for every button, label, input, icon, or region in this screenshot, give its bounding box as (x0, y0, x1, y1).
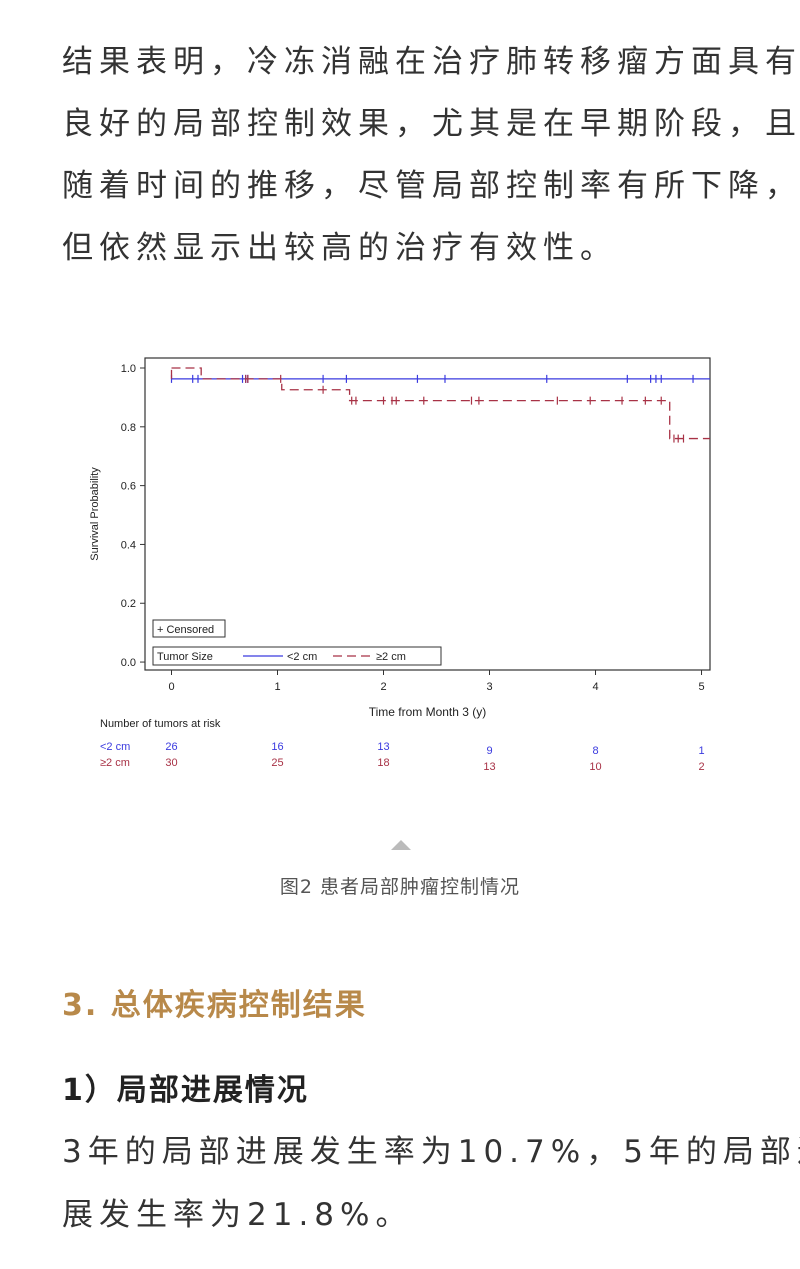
caption-arrow-icon (391, 840, 411, 850)
intro-line: 结果表明，冷冻消融在治疗肺转移瘤方面具有 (62, 44, 800, 80)
risk-count: 2 (698, 761, 704, 773)
x-tick-label: 3 (486, 681, 492, 693)
intro-line: 但依然显示出较高的治疗有效性。 (62, 230, 617, 266)
risk-count: 1 (698, 745, 704, 757)
tumor-size-legend-box (152, 646, 442, 666)
y-tick-label: 1.0 (121, 363, 136, 375)
risk-count: 9 (486, 745, 492, 757)
x-tick-label: 1 (274, 681, 280, 693)
section-line: 3年的局部进展发生率为10.7%，5年的局部进 (62, 1134, 800, 1170)
risk-row-label: ≥2 cm (100, 757, 130, 769)
km-curve-ge2cm (170, 367, 710, 440)
y-tick-label: 0.2 (121, 598, 136, 610)
risk-count: 26 (165, 741, 177, 753)
censored-legend-box (152, 619, 226, 638)
x-tick-label: 2 (380, 681, 386, 693)
x-tick-label: 4 (592, 681, 598, 693)
y-axis-label: Survival Probability (89, 467, 101, 561)
y-tick-label: 0.0 (121, 657, 136, 669)
risk-count: 16 (271, 741, 283, 753)
risk-row-label: <2 cm (100, 741, 130, 753)
x-tick-label: 0 (168, 681, 174, 693)
intro-line: 良好的局部控制效果，尤其是在早期阶段，且 (62, 106, 800, 142)
x-axis-label: Time from Month 3 (y) (369, 705, 487, 719)
risk-count: 13 (377, 741, 389, 753)
section-subheading: 1）局部进展情况 (62, 1073, 309, 1108)
figure-caption: 图2 患者局部肿瘤控制情况 (279, 876, 521, 898)
section-line: 展发生率为21.8%。 (62, 1197, 413, 1233)
survival-chart: 0.0 0.2 0.4 0.6 0.8 1.0 0 1 2 3 4 5 Time from Month … (89, 357, 711, 773)
legend-title: Tumor Size (157, 651, 213, 663)
section-heading: 3. 总体疾病控制结果 (62, 988, 367, 1023)
censored-legend-label: + Censored (157, 624, 214, 636)
y-tick-label: 0.6 (121, 481, 136, 493)
risk-count: 8 (592, 745, 598, 757)
legend-label-lt2cm: <2 cm (287, 651, 317, 663)
y-tick-label: 0.8 (121, 422, 136, 434)
risk-count: 13 (483, 761, 495, 773)
risk-count: 30 (165, 757, 177, 769)
intro-line: 随着时间的推移，尽管局部控制率有所下降， (62, 168, 800, 204)
x-tick-label: 5 (698, 681, 704, 693)
risk-count: 25 (271, 757, 283, 769)
plot-frame (144, 357, 711, 671)
legend-label-ge2cm: ≥2 cm (376, 651, 406, 663)
risk-table-title: Number of tumors at risk (100, 718, 221, 730)
risk-count: 18 (377, 757, 389, 769)
y-tick-label: 0.4 (121, 539, 136, 551)
risk-count: 10 (589, 761, 601, 773)
